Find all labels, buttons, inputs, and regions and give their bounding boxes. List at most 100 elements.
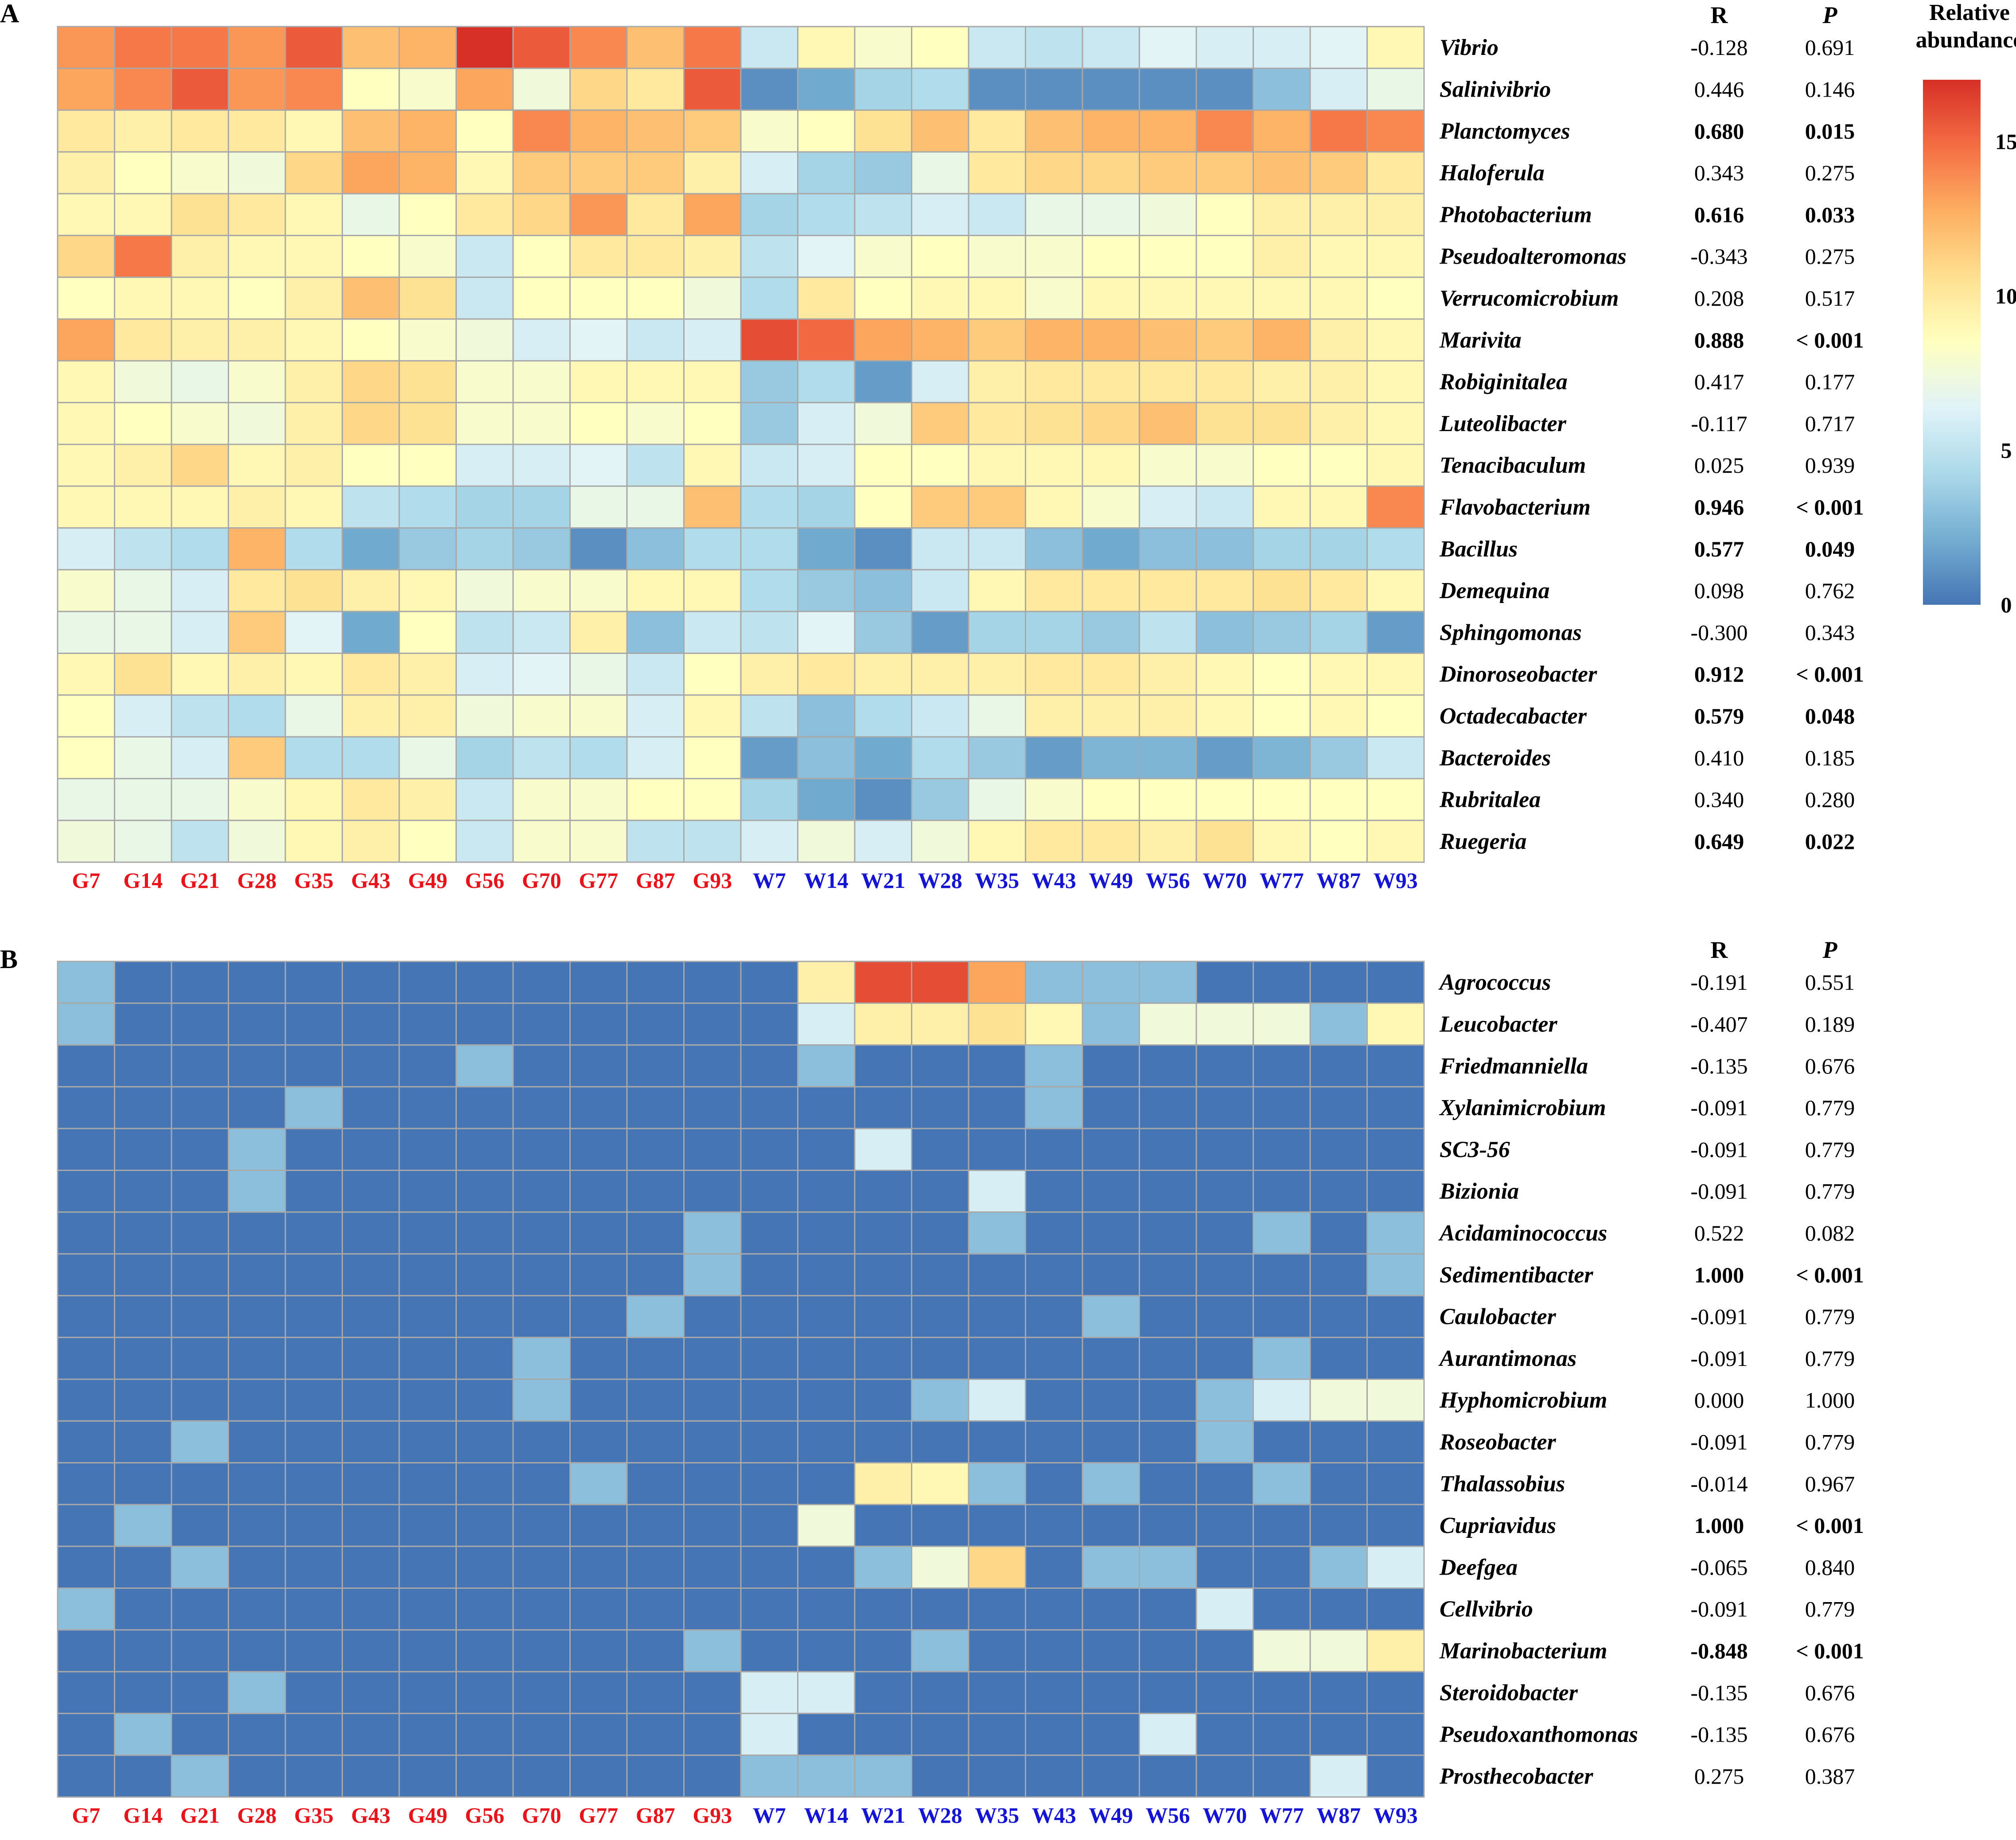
heatmap-cell <box>1309 193 1368 237</box>
heatmap-cell <box>1366 1378 1425 1422</box>
heatmap-cell <box>1082 1420 1140 1464</box>
heatmap-cell <box>911 1420 969 1464</box>
heatmap-cell <box>626 67 685 111</box>
heatmap-cell <box>740 653 798 696</box>
heatmap-cell <box>797 360 856 404</box>
heatmap-cell <box>683 402 742 445</box>
heatmap-cell <box>911 1337 969 1380</box>
row-label: Tenacibaculum <box>1440 453 1586 478</box>
r-header: R <box>1711 2 1728 28</box>
heatmap-cell <box>57 67 115 111</box>
heatmap-cell <box>1082 109 1140 153</box>
heatmap-cell <box>740 1295 798 1338</box>
heatmap-cell <box>398 235 457 278</box>
p-value: 0.939 <box>1805 453 1855 478</box>
heatmap-cell <box>398 1545 457 1589</box>
row-label: Flavobacterium <box>1439 495 1591 520</box>
heatmap-cell <box>1025 1044 1083 1088</box>
heatmap-cell <box>1309 1002 1368 1046</box>
heatmap-cell <box>1253 1629 1311 1673</box>
heatmap-cell <box>1195 1128 1254 1171</box>
heatmap-cell <box>455 67 514 111</box>
heatmap-cell <box>228 485 286 529</box>
r-value: 0.410 <box>1694 745 1744 770</box>
heatmap-cell <box>626 1712 685 1756</box>
column-label: G70 <box>522 868 561 893</box>
heatmap-cell <box>342 1462 400 1505</box>
heatmap-cell <box>398 193 457 237</box>
row-label: Planctomyces <box>1439 119 1570 144</box>
heatmap-cell <box>968 961 1026 1004</box>
heatmap-cell <box>342 961 400 1004</box>
heatmap-cell <box>342 402 400 445</box>
heatmap-cell <box>911 402 969 445</box>
r-value: -0.091 <box>1690 1179 1747 1204</box>
heatmap-cell <box>740 1587 798 1631</box>
heatmap-cell <box>797 1587 856 1631</box>
heatmap-cell <box>569 1587 628 1631</box>
heatmap-cell <box>740 1545 798 1589</box>
heatmap-cell <box>854 1170 912 1213</box>
heatmap-cell <box>512 1629 571 1673</box>
heatmap-cell <box>228 402 286 445</box>
heatmap-cell <box>1253 569 1311 612</box>
heatmap-cell <box>284 653 343 696</box>
heatmap-cell <box>1025 611 1083 654</box>
r-value: 0.098 <box>1694 578 1744 603</box>
heatmap-cell <box>1195 485 1254 529</box>
p-value: < 0.001 <box>1796 327 1864 352</box>
p-value: 1.000 <box>1805 1388 1855 1412</box>
heatmap-cell <box>968 694 1026 738</box>
heatmap-cell <box>968 1504 1026 1547</box>
heatmap-cell <box>1366 694 1425 738</box>
p-value: 0.551 <box>1805 970 1855 995</box>
heatmap-cell <box>512 1587 571 1631</box>
heatmap-cell <box>342 443 400 487</box>
heatmap-cell <box>683 1128 742 1171</box>
heatmap-cell <box>740 1170 798 1213</box>
heatmap-cell <box>569 109 628 153</box>
heatmap-cell <box>114 485 172 529</box>
heatmap-cell <box>1082 1462 1140 1505</box>
heatmap-cell <box>455 151 514 195</box>
heatmap-cell <box>569 1128 628 1171</box>
heatmap-cell <box>1309 26 1368 69</box>
heatmap-cell <box>398 485 457 529</box>
heatmap-cell <box>342 1671 400 1714</box>
heatmap-cell <box>740 736 798 779</box>
heatmap-cell <box>854 193 912 237</box>
heatmap-cell <box>114 736 172 779</box>
heatmap-cell <box>740 485 798 529</box>
heatmap-cell <box>854 151 912 195</box>
heatmap-cell <box>740 1044 798 1088</box>
heatmap-cell <box>171 1587 229 1631</box>
heatmap-cell <box>455 1253 514 1296</box>
heatmap-cell <box>569 569 628 612</box>
heatmap-cell <box>626 360 685 404</box>
heatmap-cell <box>1025 778 1083 821</box>
heatmap-cell <box>114 778 172 821</box>
heatmap-cell <box>57 1712 115 1756</box>
heatmap-cell <box>740 694 798 738</box>
heatmap-cell <box>1139 67 1197 111</box>
heatmap-cell <box>1195 67 1254 111</box>
heatmap-cell <box>683 485 742 529</box>
heatmap-cell <box>512 653 571 696</box>
row-label: Steroidobacter <box>1440 1680 1578 1705</box>
heatmap-cell <box>171 26 229 69</box>
heatmap-cell <box>512 1545 571 1589</box>
heatmap-cell <box>1082 778 1140 821</box>
heatmap-cell <box>455 235 514 278</box>
r-value: -0.091 <box>1690 1597 1747 1622</box>
heatmap-cell <box>911 1253 969 1296</box>
heatmap-cell <box>569 1337 628 1380</box>
column-label: W49 <box>1089 868 1133 893</box>
heatmap-cell <box>284 1754 343 1798</box>
heatmap-cell <box>114 193 172 237</box>
heatmap-cell <box>1309 961 1368 1004</box>
heatmap-cell <box>1025 26 1083 69</box>
heatmap-cell <box>398 611 457 654</box>
heatmap-cell <box>284 1253 343 1296</box>
heatmap-cell <box>114 527 172 571</box>
